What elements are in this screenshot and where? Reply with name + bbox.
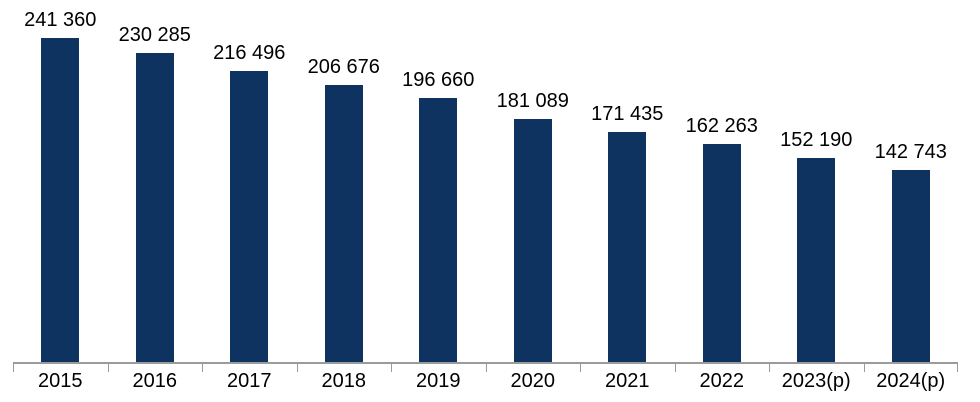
category-slot: 230 285 xyxy=(108,0,203,362)
x-axis-labels: 2015 2016 2017 2018 2019 2020 2021 2022 2023(p) 2… xyxy=(13,370,958,393)
x-axis-label: 2016 xyxy=(132,370,178,392)
bar xyxy=(419,98,458,362)
bar-value-label: 241 360 xyxy=(24,9,97,31)
bar-value-label: 196 660 xyxy=(402,69,475,91)
bar xyxy=(324,85,363,362)
x-axis-label: 2017 xyxy=(227,370,272,392)
x-axis-label: 2019 xyxy=(416,370,461,392)
x-axis-label: 2023(p) xyxy=(781,370,851,392)
x-axis-label: 2021 xyxy=(605,370,650,392)
bar xyxy=(702,144,741,362)
bar-value-label: 142 743 xyxy=(874,141,947,163)
x-axis-tick xyxy=(580,364,581,372)
bar-value-label: 171 435 xyxy=(591,103,664,125)
category-slot: 181 089 xyxy=(486,0,581,362)
bar-value-label: 216 496 xyxy=(213,42,286,64)
x-axis-ticks xyxy=(13,364,958,372)
bar xyxy=(608,132,647,362)
bar-value-label: 230 285 xyxy=(118,24,191,46)
x-axis-tick xyxy=(957,364,958,372)
bar-value-label: 162 263 xyxy=(685,115,758,137)
bar-value-label: 206 676 xyxy=(307,56,380,78)
category-slot: 216 496 xyxy=(202,0,297,362)
x-axis-label: 2015 xyxy=(38,370,83,392)
bar xyxy=(797,158,836,362)
category-slot: 171 435 xyxy=(580,0,675,362)
x-axis-tick xyxy=(107,364,109,372)
x-axis-tick xyxy=(674,364,676,372)
x-axis-label: 2020 xyxy=(510,370,556,392)
bar xyxy=(135,53,174,362)
x-axis-tick xyxy=(391,364,392,372)
x-axis-label: 2022 xyxy=(699,370,745,392)
bar-value-label: 181 089 xyxy=(496,90,569,112)
category-slot: 152 190 xyxy=(769,0,864,362)
x-axis-tick xyxy=(485,364,487,372)
category-slot: 206 676 xyxy=(297,0,392,362)
x-axis-label: 2024(p) xyxy=(876,370,946,392)
category-slot: 142 743 xyxy=(864,0,959,362)
bar-value-label: 152 190 xyxy=(780,129,853,151)
category-slot: 241 360 xyxy=(13,0,108,362)
x-axis-tick xyxy=(296,364,298,372)
category-slot: 196 660 xyxy=(391,0,486,362)
plot-area: 241 360 230 285 216 496 206 676 196 660 181 0… xyxy=(13,0,958,364)
bar xyxy=(230,71,269,362)
bar xyxy=(41,38,80,362)
x-axis-tick xyxy=(202,364,203,372)
category-slot: 162 263 xyxy=(675,0,770,362)
x-axis-tick xyxy=(13,364,14,372)
x-axis-tick xyxy=(769,364,770,372)
bar xyxy=(891,170,930,362)
bar xyxy=(513,119,552,362)
x-axis-label: 2018 xyxy=(321,370,367,392)
x-axis-tick xyxy=(863,364,865,372)
